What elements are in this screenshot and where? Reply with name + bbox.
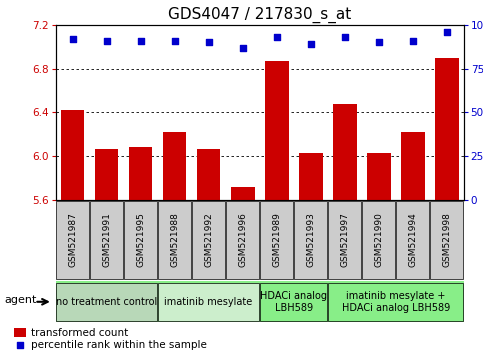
Bar	[197, 149, 221, 200]
Point	[205, 40, 213, 45]
Bar	[128, 147, 153, 200]
FancyBboxPatch shape	[397, 201, 429, 279]
FancyBboxPatch shape	[192, 201, 225, 279]
Point	[137, 38, 144, 44]
Text: GSM521988: GSM521988	[170, 212, 179, 267]
Text: GSM521987: GSM521987	[68, 212, 77, 267]
Point	[409, 38, 416, 44]
Point	[239, 45, 246, 50]
Text: HDACi analog
LBH589: HDACi analog LBH589	[260, 291, 327, 313]
Text: imatinib mesylate +
HDACi analog LBH589: imatinib mesylate + HDACi analog LBH589	[341, 291, 450, 313]
FancyBboxPatch shape	[158, 283, 259, 320]
FancyBboxPatch shape	[260, 201, 293, 279]
Bar	[435, 58, 458, 200]
Title: GDS4047 / 217830_s_at: GDS4047 / 217830_s_at	[168, 7, 351, 23]
Text: no treatment control: no treatment control	[56, 297, 157, 307]
Bar	[95, 149, 118, 200]
Point	[307, 41, 314, 47]
FancyBboxPatch shape	[362, 201, 395, 279]
Text: GSM521990: GSM521990	[374, 212, 383, 267]
FancyBboxPatch shape	[226, 201, 259, 279]
Text: GSM521992: GSM521992	[204, 212, 213, 267]
Bar	[163, 132, 186, 200]
Point	[341, 34, 349, 40]
Point	[170, 38, 178, 44]
FancyBboxPatch shape	[328, 201, 361, 279]
Bar	[14, 328, 26, 337]
Bar	[401, 132, 425, 200]
Text: GSM521995: GSM521995	[136, 212, 145, 267]
Text: GSM521998: GSM521998	[442, 212, 451, 267]
FancyBboxPatch shape	[90, 201, 123, 279]
Bar	[333, 104, 356, 200]
Point	[375, 40, 383, 45]
FancyBboxPatch shape	[56, 201, 89, 279]
Point	[69, 36, 76, 42]
Text: GSM521994: GSM521994	[408, 212, 417, 267]
FancyBboxPatch shape	[430, 201, 463, 279]
Text: GSM521991: GSM521991	[102, 212, 111, 267]
FancyBboxPatch shape	[328, 283, 463, 320]
FancyBboxPatch shape	[294, 201, 327, 279]
Bar	[367, 153, 391, 200]
Bar	[61, 110, 85, 200]
FancyBboxPatch shape	[158, 201, 191, 279]
Point	[103, 38, 111, 44]
FancyBboxPatch shape	[56, 283, 157, 320]
Bar	[231, 187, 255, 200]
Text: GSM521989: GSM521989	[272, 212, 281, 267]
Point	[273, 34, 281, 40]
Bar	[265, 61, 288, 200]
Text: percentile rank within the sample: percentile rank within the sample	[30, 340, 206, 350]
Text: agent: agent	[4, 295, 37, 305]
Bar	[298, 153, 323, 200]
Text: imatinib mesylate: imatinib mesylate	[165, 297, 253, 307]
FancyBboxPatch shape	[124, 201, 157, 279]
FancyBboxPatch shape	[260, 283, 327, 320]
Point	[16, 342, 24, 348]
Text: GSM521993: GSM521993	[306, 212, 315, 267]
Text: transformed count: transformed count	[30, 327, 128, 338]
Text: GSM521996: GSM521996	[238, 212, 247, 267]
Text: GSM521997: GSM521997	[340, 212, 349, 267]
Point	[443, 29, 451, 35]
